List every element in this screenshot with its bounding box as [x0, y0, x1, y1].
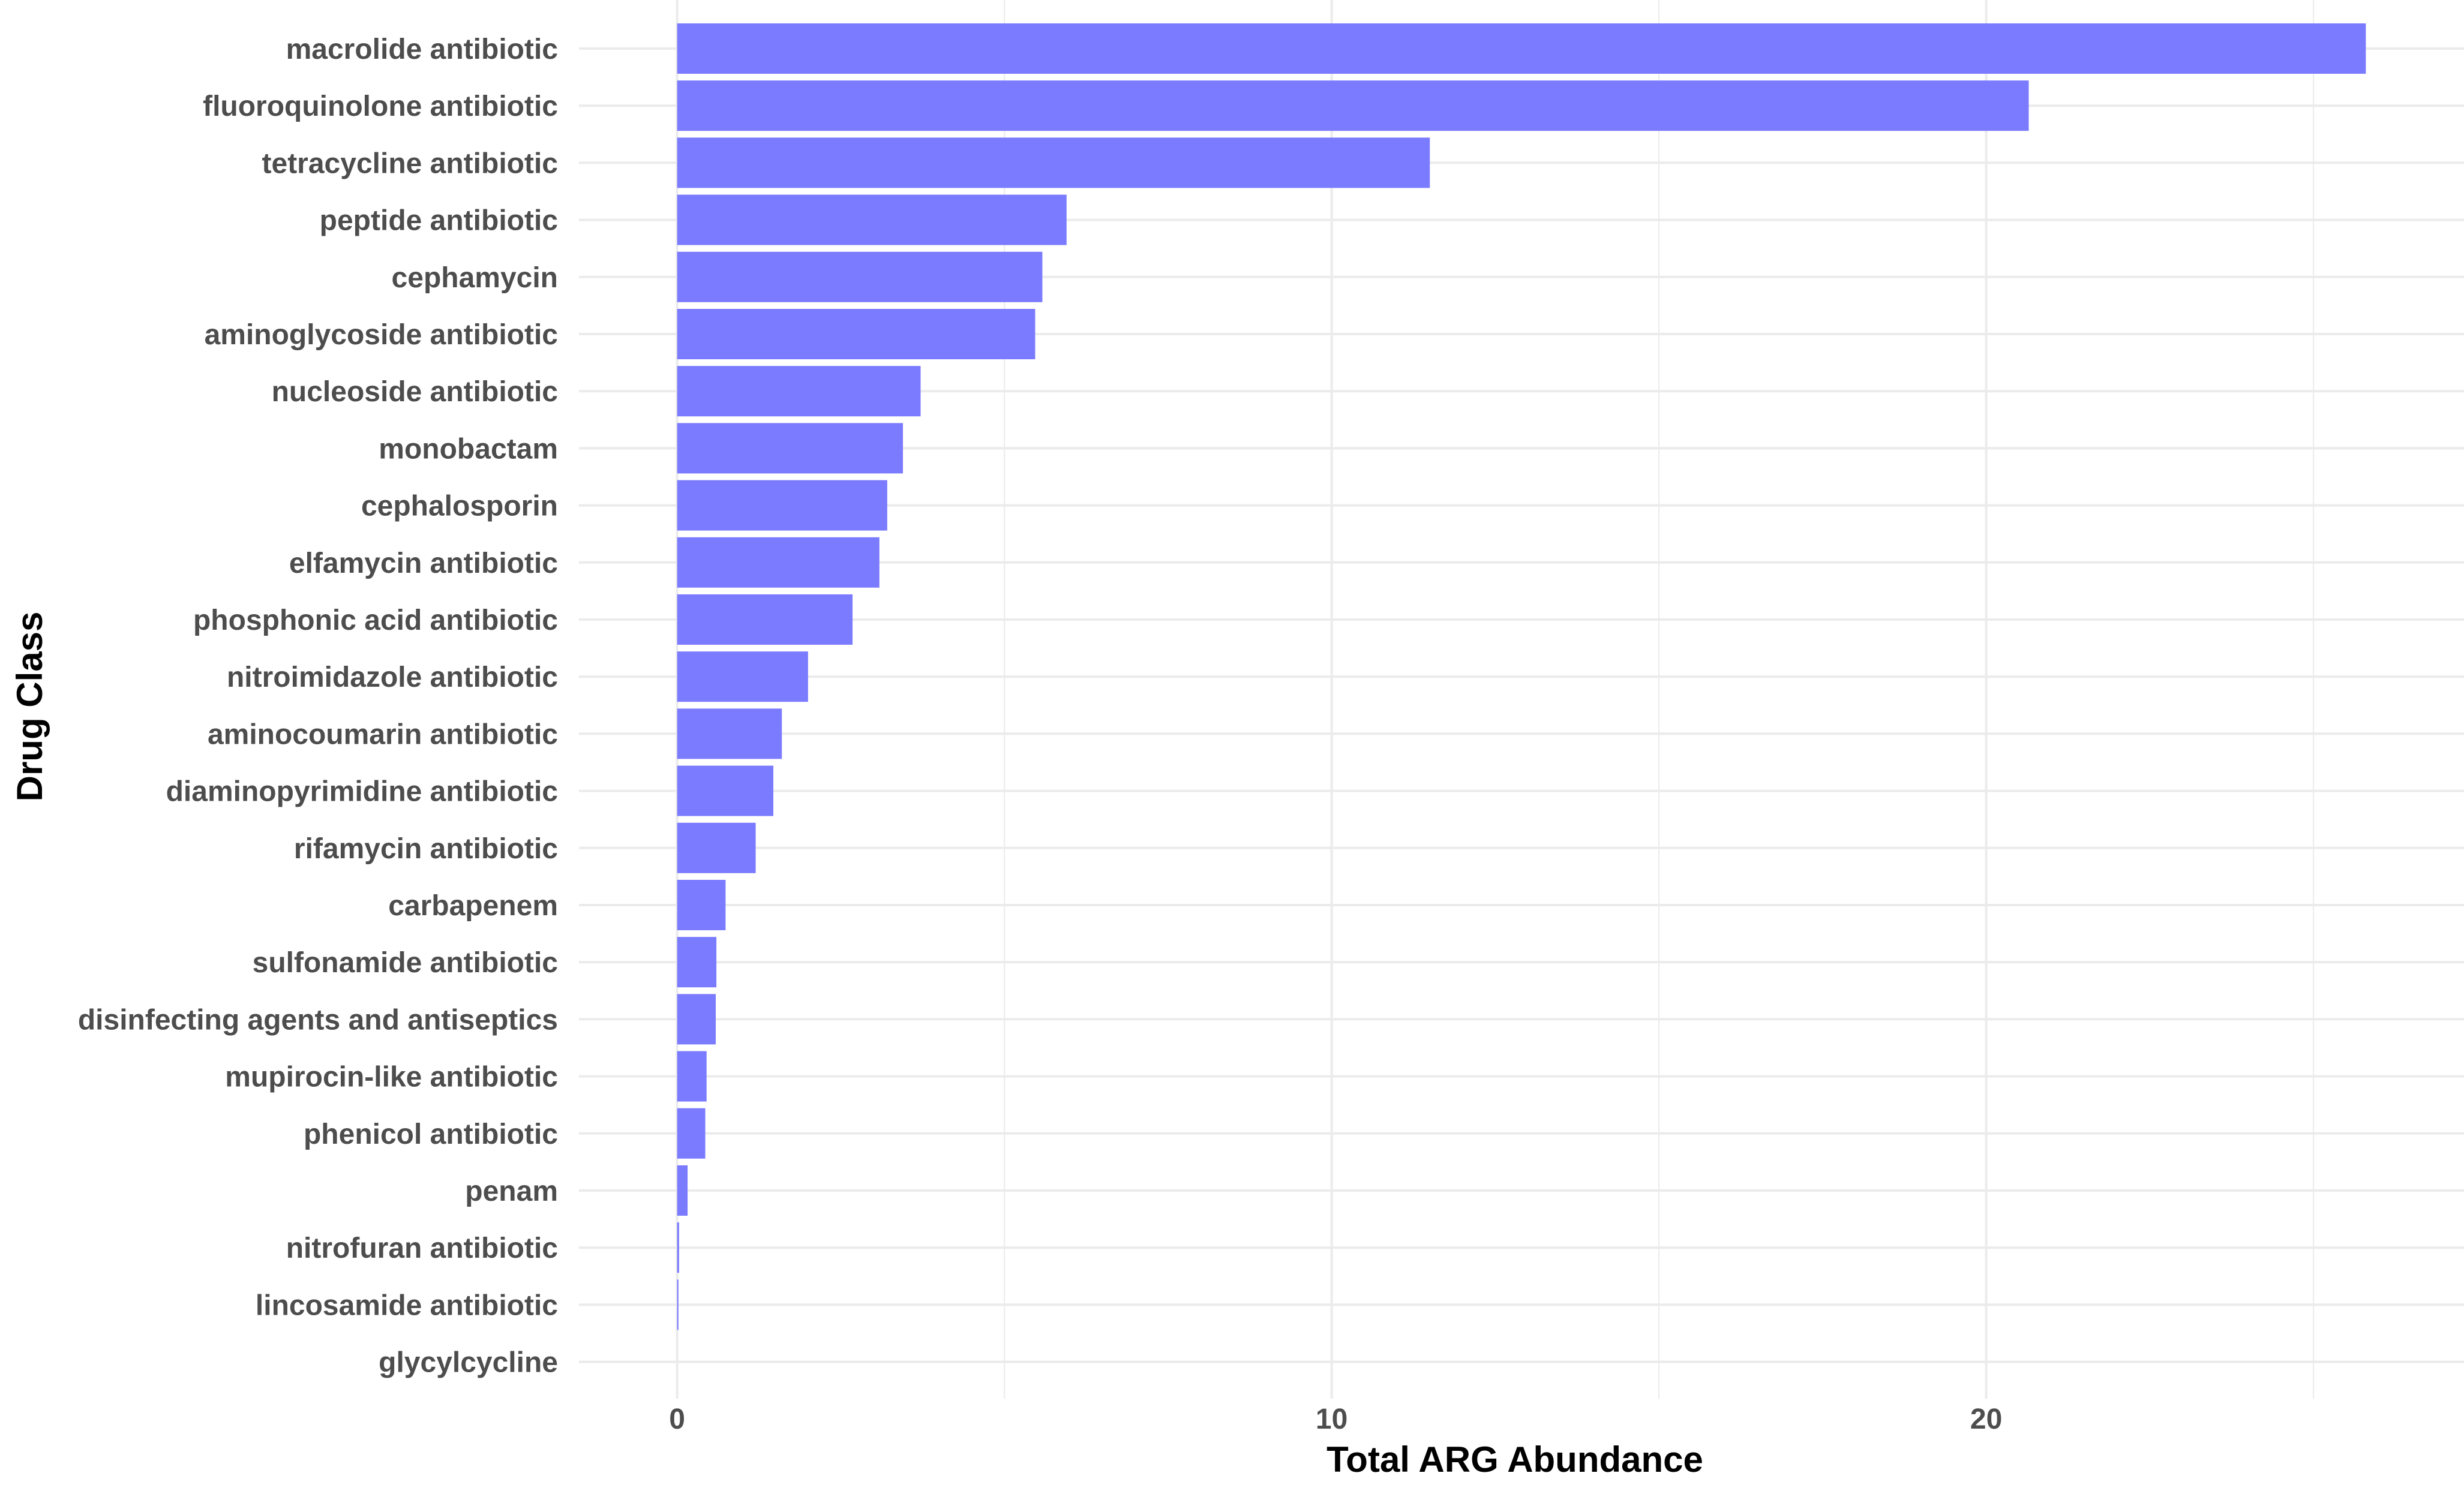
y-tick-label: disinfecting agents and antiseptics — [78, 1004, 558, 1036]
y-tick-label: rifamycin antibiotic — [294, 833, 558, 865]
bar — [677, 80, 2029, 131]
bar — [677, 765, 774, 816]
x-tick-label: 0 — [669, 1403, 685, 1435]
bar — [677, 1051, 707, 1102]
bars — [677, 23, 2366, 1330]
x-tick-label: 10 — [1316, 1403, 1347, 1435]
bar — [677, 251, 1043, 302]
y-tick-label: glycylcycline — [379, 1347, 558, 1379]
y-tick-label: phosphonic acid antibiotic — [193, 605, 558, 636]
y-tick-label: nitroimidazole antibiotic — [227, 662, 558, 693]
y-tick-label: aminoglycoside antibiotic — [205, 319, 558, 351]
bar — [677, 366, 921, 417]
y-tick-label: penam — [465, 1176, 558, 1207]
x-tick-labels: 0 10 20 — [669, 1403, 2002, 1435]
bar — [677, 423, 904, 474]
y-tick-label: carbapenem — [388, 890, 558, 922]
bar — [677, 937, 717, 988]
bar — [677, 309, 1036, 359]
y-tick-label: cephalosporin — [361, 491, 558, 522]
bar — [677, 708, 782, 759]
y-tick-label: fluoroquinolone antibiotic — [203, 91, 558, 122]
bar — [677, 537, 880, 588]
bar — [677, 1108, 706, 1159]
bar — [677, 822, 756, 873]
y-tick-label: diaminopyrimidine antibiotic — [166, 776, 558, 808]
bar — [677, 594, 853, 645]
y-tick-label: nucleoside antibiotic — [272, 376, 558, 408]
bar — [677, 994, 716, 1045]
bar — [677, 137, 1430, 188]
y-tick-label: peptide antibiotic — [320, 205, 558, 237]
y-tick-label: monobactam — [379, 433, 558, 465]
y-tick-label: mupirocin-like antibiotic — [225, 1062, 558, 1093]
bar — [677, 480, 887, 531]
bar — [677, 194, 1067, 245]
y-tick-label: lincosamide antibiotic — [256, 1289, 558, 1321]
y-tick-label: sulfonamide antibiotic — [253, 947, 558, 979]
y-tick-label: nitrofuran antibiotic — [286, 1233, 558, 1264]
y-tick-label: phenicol antibiotic — [304, 1119, 558, 1150]
y-axis-title: Drug Class — [10, 612, 50, 802]
x-axis-title: Total ARG Abundance — [1326, 1439, 1703, 1480]
bar — [677, 880, 726, 930]
bar — [677, 23, 2366, 74]
y-tick-label: tetracycline antibiotic — [262, 148, 558, 179]
y-tick-label: macrolide antibiotic — [286, 34, 558, 65]
y-tick-labels: macrolide antibiotic fluoroquinolone anti… — [78, 34, 558, 1379]
y-tick-label: aminocoumarin antibiotic — [208, 719, 558, 750]
y-tick-label: cephamycin — [392, 262, 558, 294]
bar — [677, 1165, 688, 1216]
x-tick-label: 20 — [1970, 1403, 2002, 1435]
bar — [677, 651, 808, 702]
bar — [677, 1279, 679, 1330]
y-tick-label: elfamycin antibiotic — [289, 548, 558, 579]
bar — [677, 1222, 679, 1273]
